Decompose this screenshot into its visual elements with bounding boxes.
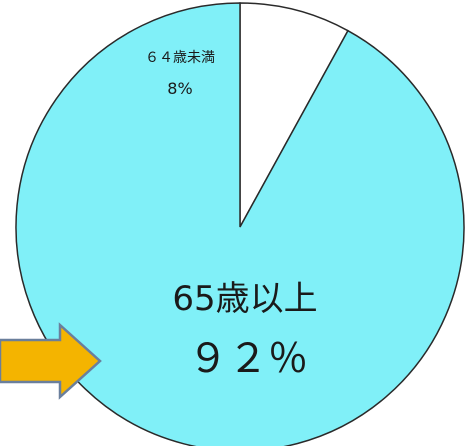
slice-name-under-64: ６４歳未満 [145,50,215,66]
slice-value-65-and-over: ９２％ [188,336,308,382]
pie-slice-65-and-over [15,2,465,446]
arrow-icon [0,322,102,400]
slice-name-65-and-over: 65歳以上 [172,279,317,319]
pie-slice-under-64 [239,2,349,228]
slice-value-under-64: 8% [167,79,192,98]
slice-label-under-64: ６４歳未満 8% [145,50,215,98]
pie-slices [15,2,465,446]
slice-label-65-and-over: 65歳以上 ９２％ [172,279,317,382]
